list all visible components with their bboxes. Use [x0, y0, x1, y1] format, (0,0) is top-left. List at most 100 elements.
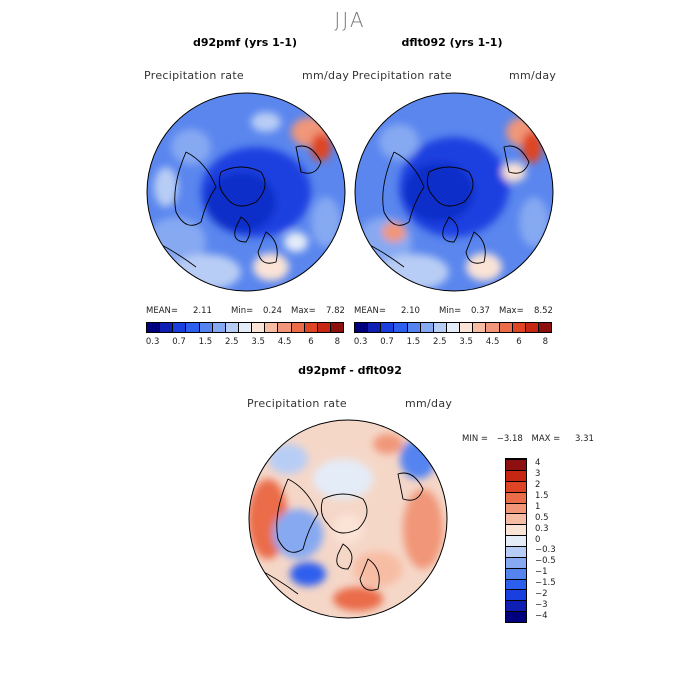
- colorbar-tick-label: −1: [535, 567, 548, 578]
- colorbar-swatch: [330, 323, 344, 332]
- left-polar-map: [146, 92, 346, 292]
- colorbar-tick-label: 6: [516, 337, 522, 347]
- right-panel-title: dflt092 (yrs 1-1): [401, 36, 503, 49]
- right-colorbar: [354, 322, 552, 333]
- colorbar-tick-label: 0: [535, 534, 541, 545]
- colorbar-tick-label: 0.3: [353, 337, 368, 347]
- diff-units: mm/day: [405, 397, 453, 410]
- colorbar-swatch: [506, 578, 526, 590]
- colorbar-tick-label: 8: [334, 337, 341, 347]
- colorbar-swatch: [225, 323, 239, 332]
- colorbar-swatch: [486, 323, 500, 332]
- diff-panel-title: d92pmf - dflt092: [298, 364, 402, 377]
- diff-minmax: MIN = −3.18 MAX = 3.31: [462, 434, 594, 444]
- right-polar-map: [354, 92, 554, 292]
- colorbar-swatch: [506, 480, 526, 492]
- colorbar-swatch: [147, 323, 161, 332]
- left-colorbar: [146, 322, 344, 333]
- colorbar-tick-label: 1.5: [535, 491, 549, 502]
- colorbar-tick-label: −0.3: [535, 545, 556, 556]
- colorbar-tick-label: 4: [535, 458, 541, 469]
- diff-colorbar: [505, 458, 527, 623]
- colorbar-tick-label: −1.5: [535, 577, 556, 588]
- colorbar-swatch: [506, 513, 526, 525]
- left-mean-value: 2.11: [193, 306, 212, 316]
- colorbar-swatch: [368, 323, 382, 332]
- colorbar-swatch: [506, 545, 526, 557]
- left-variable-name: Precipitation rate: [144, 69, 244, 82]
- colorbar-tick-label: 4.5: [485, 337, 500, 347]
- colorbar-tick-label: −2: [535, 588, 548, 599]
- colorbar-swatch: [460, 323, 474, 332]
- diff-max-value: 3.31: [575, 434, 594, 444]
- left-max-value: 7.82: [326, 306, 345, 316]
- colorbar-tick-label: −3: [535, 599, 548, 610]
- left-colorbar-ticks: 0.3 0.7 1.5 2.5 3.5 4.5 6 8: [146, 337, 344, 349]
- colorbar-tick-label: 1: [535, 501, 541, 512]
- colorbar-tick-label: 3.5: [459, 337, 473, 347]
- colorbar-swatch: [212, 323, 226, 332]
- colorbar-swatch: [317, 323, 331, 332]
- colorbar-tick-label: 2: [535, 480, 541, 491]
- colorbar-tick-label: 3.5: [251, 337, 265, 347]
- right-stats: MEAN= 2.10 Min= 0.37 Max= 8.52: [354, 306, 554, 318]
- colorbar-swatch: [304, 323, 318, 332]
- colorbar-swatch: [265, 323, 279, 332]
- colorbar-swatch: [291, 323, 305, 332]
- colorbar-tick-label: 0.7: [380, 337, 394, 347]
- left-min-value: 0.24: [263, 306, 282, 316]
- colorbar-tick-label: 4.5: [277, 337, 292, 347]
- right-mean-label: MEAN=: [354, 306, 386, 316]
- right-max-label: Max=: [499, 306, 524, 316]
- colorbar-swatch: [538, 323, 552, 332]
- colorbar-tick-label: 3: [535, 469, 541, 480]
- right-colorbar-ticks: 0.3 0.7 1.5 2.5 3.5 4.5 6 8: [354, 337, 552, 349]
- colorbar-swatch: [433, 323, 447, 332]
- colorbar-tick-label: 0.3: [535, 523, 549, 534]
- colorbar-swatch: [473, 323, 487, 332]
- colorbar-tick-label: 1.5: [406, 337, 421, 347]
- colorbar-swatch: [186, 323, 200, 332]
- colorbar-swatch: [506, 524, 526, 536]
- colorbar-swatch: [506, 469, 526, 481]
- colorbar-swatch: [525, 323, 539, 332]
- right-variable-name: Precipitation rate: [352, 69, 452, 82]
- colorbar-tick-label: −4: [535, 610, 548, 621]
- right-max-value: 8.52: [534, 306, 553, 316]
- colorbar-swatch: [238, 323, 253, 332]
- left-min-label: Min=: [231, 306, 254, 316]
- colorbar-swatch: [506, 556, 526, 568]
- left-stats: MEAN= 2.11 Min= 0.24 Max= 7.82: [146, 306, 346, 318]
- colorbar-tick-label: 1.5: [198, 337, 213, 347]
- colorbar-swatch: [420, 323, 434, 332]
- diff-variable-name: Precipitation rate: [247, 397, 347, 410]
- colorbar-swatch: [506, 535, 526, 546]
- colorbar-swatch: [506, 589, 526, 601]
- colorbar-swatch: [355, 323, 369, 332]
- colorbar-swatch: [446, 323, 461, 332]
- colorbar-swatch: [506, 491, 526, 503]
- colorbar-swatch: [252, 323, 266, 332]
- colorbar-swatch: [381, 323, 395, 332]
- colorbar-swatch: [506, 600, 526, 612]
- colorbar-tick-label: 2.5: [225, 337, 239, 347]
- colorbar-swatch: [173, 323, 187, 332]
- diff-max-label: MAX =: [531, 434, 561, 444]
- left-max-label: Max=: [291, 306, 316, 316]
- colorbar-swatch: [506, 567, 526, 579]
- diff-min-value: −3.18: [496, 434, 523, 444]
- colorbar-tick-label: 0.5: [535, 512, 549, 523]
- colorbar-swatch: [512, 323, 526, 332]
- colorbar-tick-label: 8: [542, 337, 549, 347]
- right-units: mm/day: [509, 69, 557, 82]
- colorbar-swatch: [499, 323, 513, 332]
- right-min-value: 0.37: [471, 306, 490, 316]
- colorbar-tick-label: 6: [308, 337, 314, 347]
- colorbar-tick-label: 0.3: [145, 337, 160, 347]
- colorbar-swatch: [506, 611, 526, 622]
- colorbar-swatch: [407, 323, 421, 332]
- colorbar-swatch: [506, 459, 526, 470]
- right-min-label: Min=: [439, 306, 462, 316]
- diff-polar-map: [248, 419, 448, 619]
- colorbar-swatch: [394, 323, 408, 332]
